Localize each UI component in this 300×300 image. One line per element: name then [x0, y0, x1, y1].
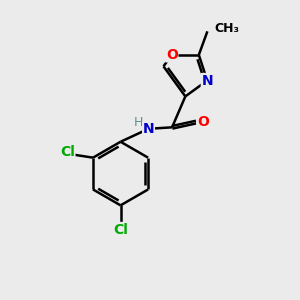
Text: N: N	[201, 74, 213, 88]
Text: O: O	[166, 48, 178, 62]
Text: O: O	[197, 115, 208, 129]
Text: N: N	[143, 122, 154, 136]
Text: Cl: Cl	[113, 223, 128, 236]
Text: Cl: Cl	[60, 146, 75, 159]
Text: CH₃: CH₃	[215, 22, 240, 35]
Text: H: H	[134, 116, 143, 129]
